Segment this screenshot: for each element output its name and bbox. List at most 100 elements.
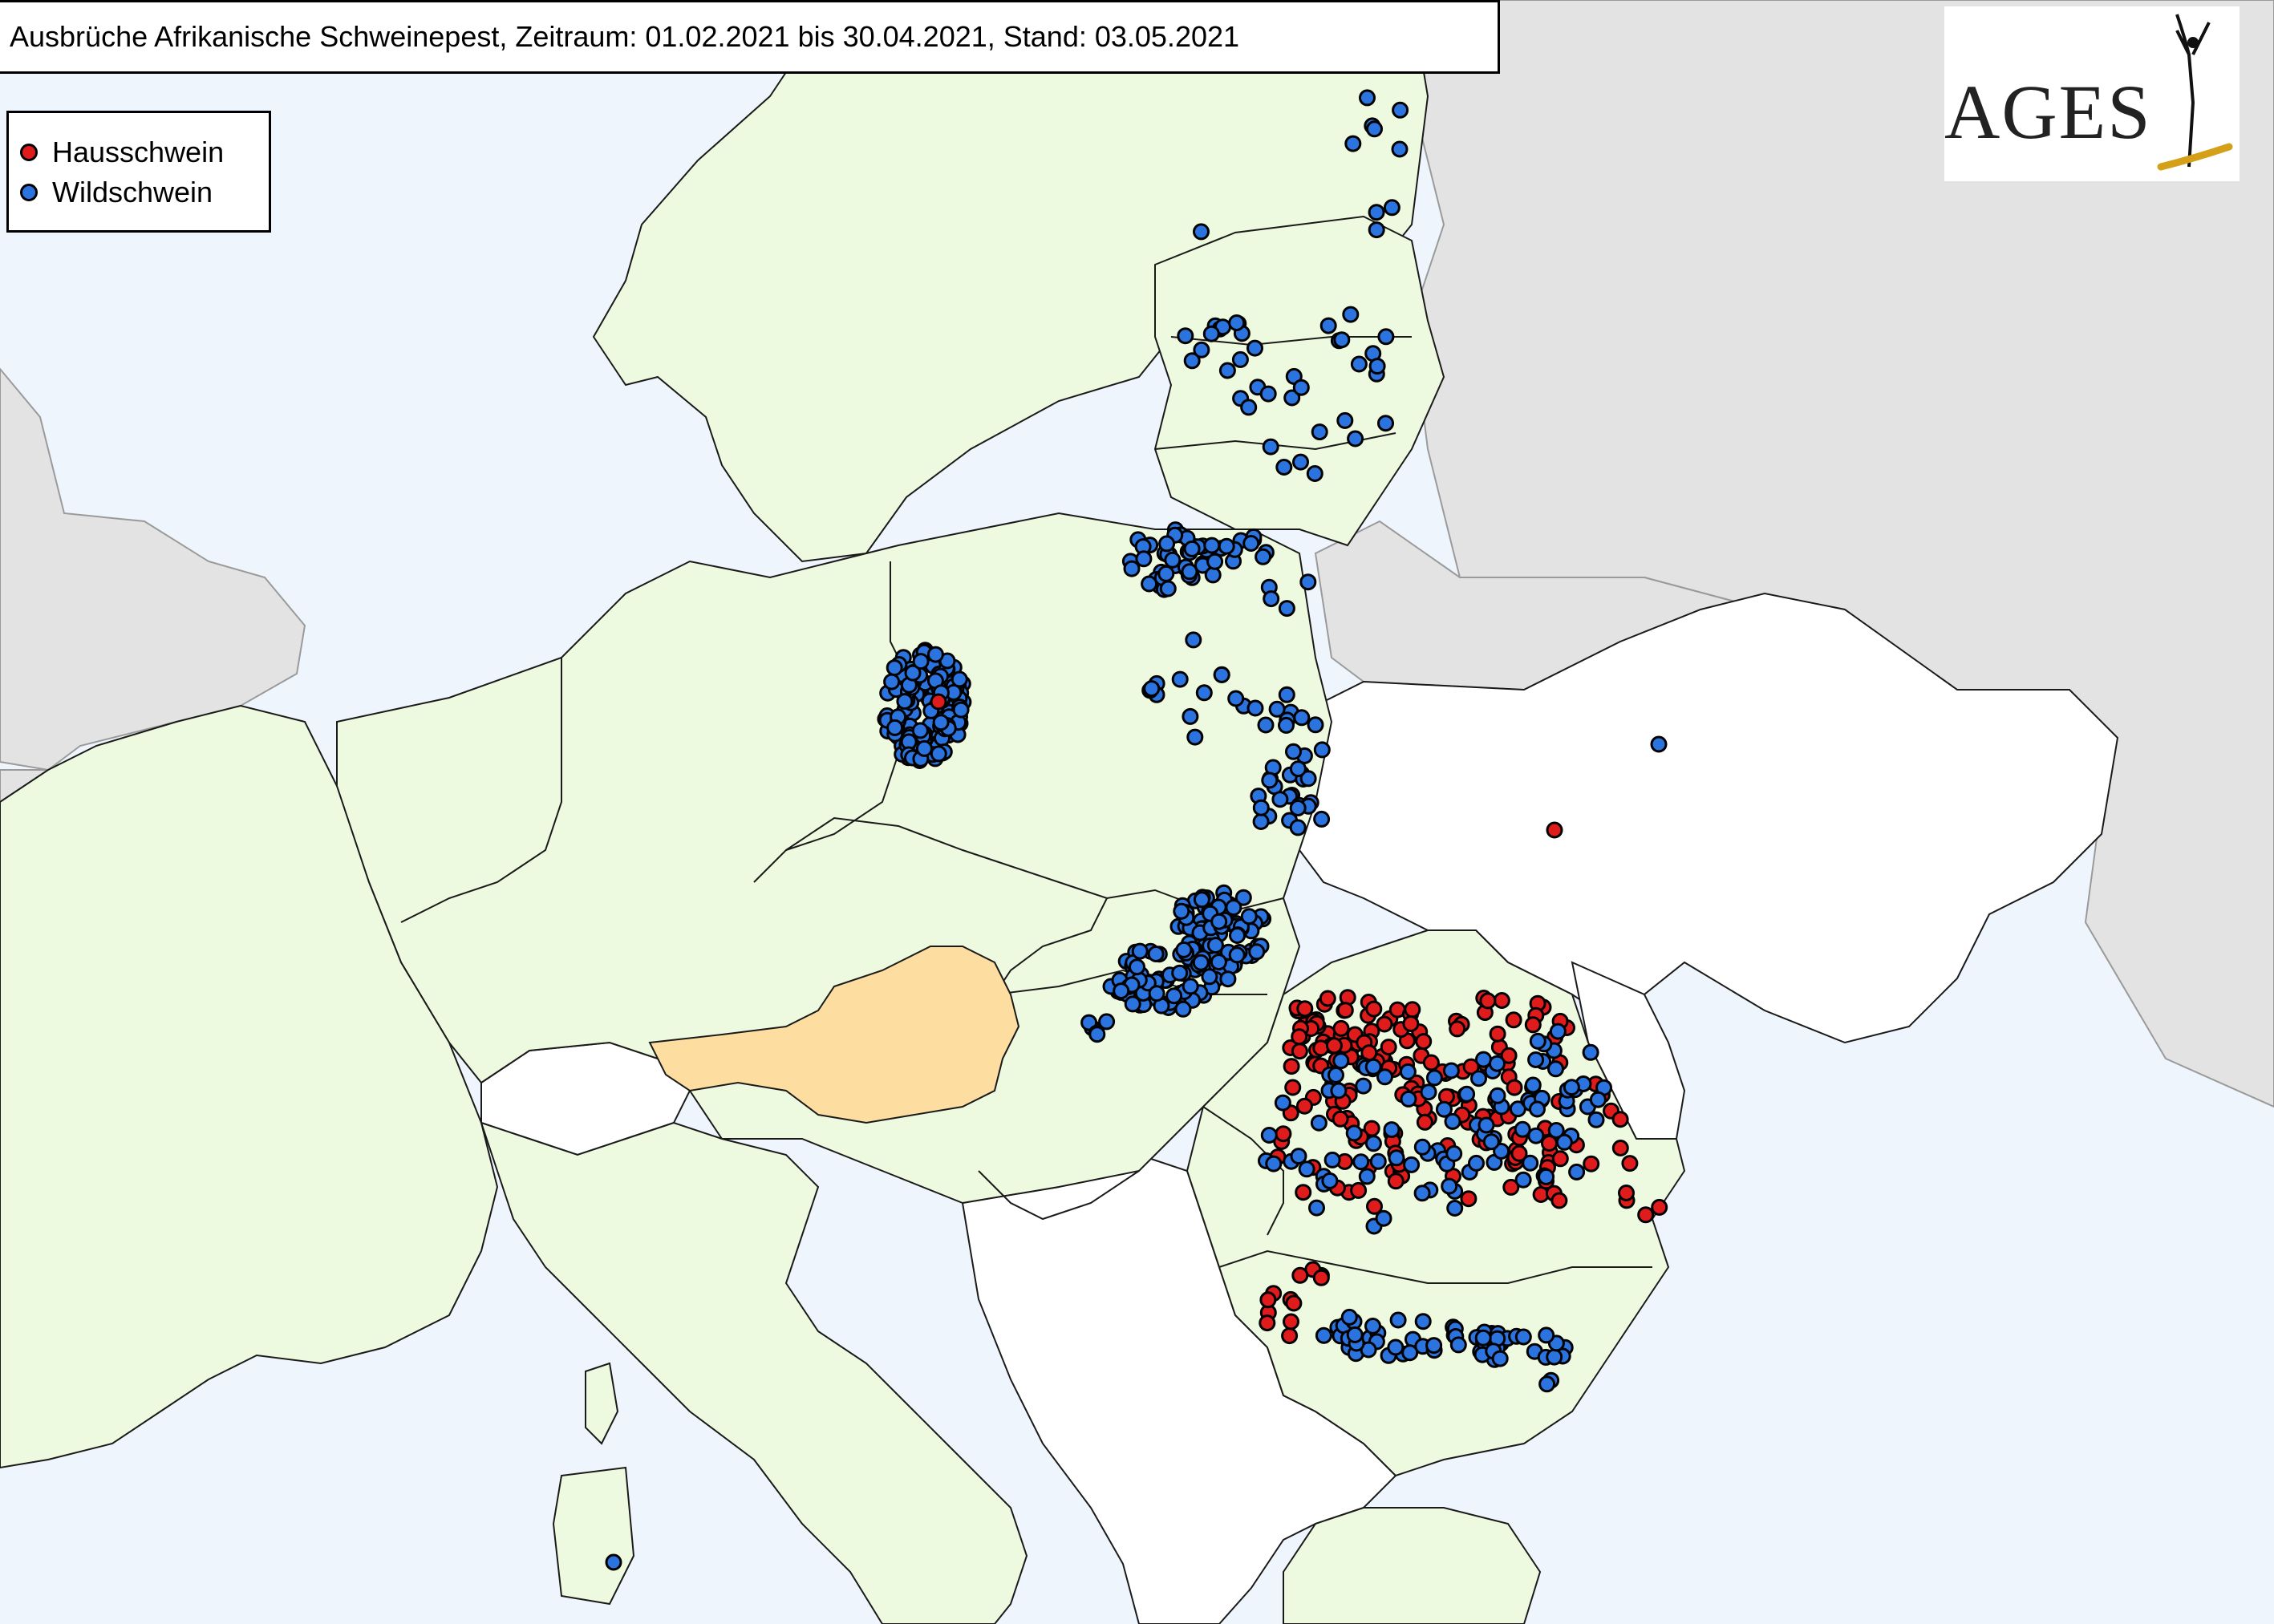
wild-boar-marker xyxy=(1342,306,1360,323)
domestic-pig-marker xyxy=(1366,1197,1383,1215)
wild-boar-marker xyxy=(1442,1062,1460,1079)
domestic-pig-marker xyxy=(1350,1181,1368,1199)
domestic-pig-marker xyxy=(1651,1198,1668,1216)
wild-boar-marker xyxy=(1493,1143,1510,1160)
wild-boar-marker xyxy=(1315,1326,1332,1344)
wild-boar-marker xyxy=(1203,537,1221,554)
wild-boar-marker xyxy=(1202,325,1220,342)
wild-boar-marker xyxy=(605,1553,622,1571)
wild-boar-marker xyxy=(1425,1337,1443,1355)
domestic-pig-marker xyxy=(1319,990,1336,1007)
wild-boar-marker xyxy=(1546,1348,1563,1366)
domestic-pig-marker xyxy=(1259,1291,1277,1309)
wild-boar-marker xyxy=(1527,1051,1545,1068)
wild-boar-marker xyxy=(1242,535,1260,552)
wild-boar-marker xyxy=(1345,1124,1363,1142)
wild-boar-marker xyxy=(1260,1127,1278,1144)
wild-boar-marker xyxy=(1538,1168,1555,1185)
wild-boar-marker xyxy=(1210,954,1227,971)
wild-boar-marker xyxy=(1364,1318,1381,1334)
wild-boar-marker xyxy=(1195,684,1213,702)
wild-boar-marker xyxy=(1308,1199,1325,1217)
wild-boar-marker xyxy=(1299,573,1317,591)
wild-boar-marker xyxy=(1449,1336,1467,1354)
wild-boar-marker xyxy=(1177,327,1194,345)
wild-boar-marker xyxy=(1468,1154,1485,1172)
france-iberia xyxy=(0,704,499,1469)
wild-boar-marker xyxy=(1529,1100,1546,1118)
wild-boar-marker xyxy=(1352,1153,1370,1171)
domestic-pig-marker xyxy=(1291,1043,1308,1060)
wild-boar-marker xyxy=(1159,580,1177,597)
wild-boar-marker xyxy=(1192,954,1210,971)
wild-boar-marker xyxy=(1482,1133,1500,1151)
domestic-pig-marker xyxy=(1460,1190,1477,1208)
domestic-pig-marker xyxy=(1502,1178,1520,1196)
wild-boar-marker xyxy=(1474,1329,1492,1347)
corsica xyxy=(585,1362,619,1445)
legend: Hausschwein Wildschwein xyxy=(6,111,271,233)
wild-boar-marker xyxy=(1369,1152,1387,1170)
ukraine xyxy=(1290,592,2119,1044)
wild-boar-marker xyxy=(1182,978,1199,995)
wild-boar-marker xyxy=(1514,1171,1532,1189)
wild-boar-marker xyxy=(932,714,950,731)
domestic-pig-marker xyxy=(1275,1125,1292,1143)
wild-boar-marker xyxy=(1228,314,1246,331)
wild-boar-marker xyxy=(1193,891,1210,909)
wild-boar-marker xyxy=(1240,399,1258,416)
wild-boar-marker xyxy=(1201,968,1218,986)
wild-boar-marker xyxy=(930,745,947,763)
wild-boar-marker xyxy=(1218,537,1235,555)
wild-boar-marker xyxy=(1289,819,1307,836)
domestic-pig-marker xyxy=(1284,1079,1302,1096)
wild-boar-marker xyxy=(1555,1133,1573,1151)
wild-boar-marker xyxy=(1376,1068,1393,1086)
wild-boar-marker xyxy=(1193,341,1210,358)
wild-boar-marker xyxy=(1491,1350,1509,1367)
wild-boar-marker xyxy=(1129,958,1145,976)
wild-boar-marker xyxy=(1135,550,1153,568)
italy xyxy=(480,1121,1028,1624)
wild-boar-marker xyxy=(1271,791,1289,808)
wild-boar-marker xyxy=(1358,1168,1376,1185)
legend-item-wild: Wildschwein xyxy=(20,172,269,213)
domestic-pig-marker xyxy=(1283,1313,1299,1330)
wild-boar-marker xyxy=(1298,1160,1315,1178)
wild-boar-marker xyxy=(1186,728,1204,746)
wild-boar-marker xyxy=(1383,1121,1400,1139)
wild-boar-marker xyxy=(1213,666,1230,683)
wild-boar-marker xyxy=(1310,1114,1328,1132)
wild-boar-marker xyxy=(1336,411,1354,429)
domestic-pig-marker xyxy=(1479,992,1497,1010)
domestic-pig-marker xyxy=(1283,1058,1300,1075)
wild-boar-marker xyxy=(1458,1085,1476,1103)
wild-boar-marker xyxy=(1377,415,1394,432)
wild-boar-marker xyxy=(1181,563,1198,581)
map-title-box: Ausbrüche Afrikanische Schweinepest, Zei… xyxy=(0,0,1500,74)
wild-boar-marker xyxy=(1435,1100,1453,1118)
wild-boar-marker xyxy=(1547,1060,1564,1078)
wild-boar-marker xyxy=(1231,350,1249,368)
wild-boar-marker xyxy=(1261,772,1279,789)
wild-boar-marker xyxy=(1227,690,1245,707)
wild-boar-marker xyxy=(1400,1090,1417,1108)
wild-boar-marker xyxy=(1173,902,1190,920)
domestic-pig-marker xyxy=(1422,1054,1440,1071)
wild-boar-marker xyxy=(1123,560,1141,577)
wild-boar-marker xyxy=(1388,1149,1405,1167)
domestic-pig-marker xyxy=(1611,1140,1629,1156)
wild-boar-marker xyxy=(1347,430,1364,448)
wild-boar-marker xyxy=(886,659,903,677)
domestic-pig-marker xyxy=(1551,1150,1569,1168)
wild-boar-marker xyxy=(1265,1155,1283,1172)
domestic-pig-marker xyxy=(1332,1019,1350,1037)
wild-boar-marker xyxy=(1283,389,1301,407)
logo-text: AGES xyxy=(1944,69,2152,155)
wild-boar-marker xyxy=(1210,913,1228,930)
wild-boar-marker xyxy=(1489,1055,1506,1072)
blue-circle-icon xyxy=(20,184,38,201)
wild-boar-marker xyxy=(1292,379,1310,396)
wild-boar-marker xyxy=(1289,800,1307,816)
wild-boar-marker xyxy=(1403,1156,1421,1173)
